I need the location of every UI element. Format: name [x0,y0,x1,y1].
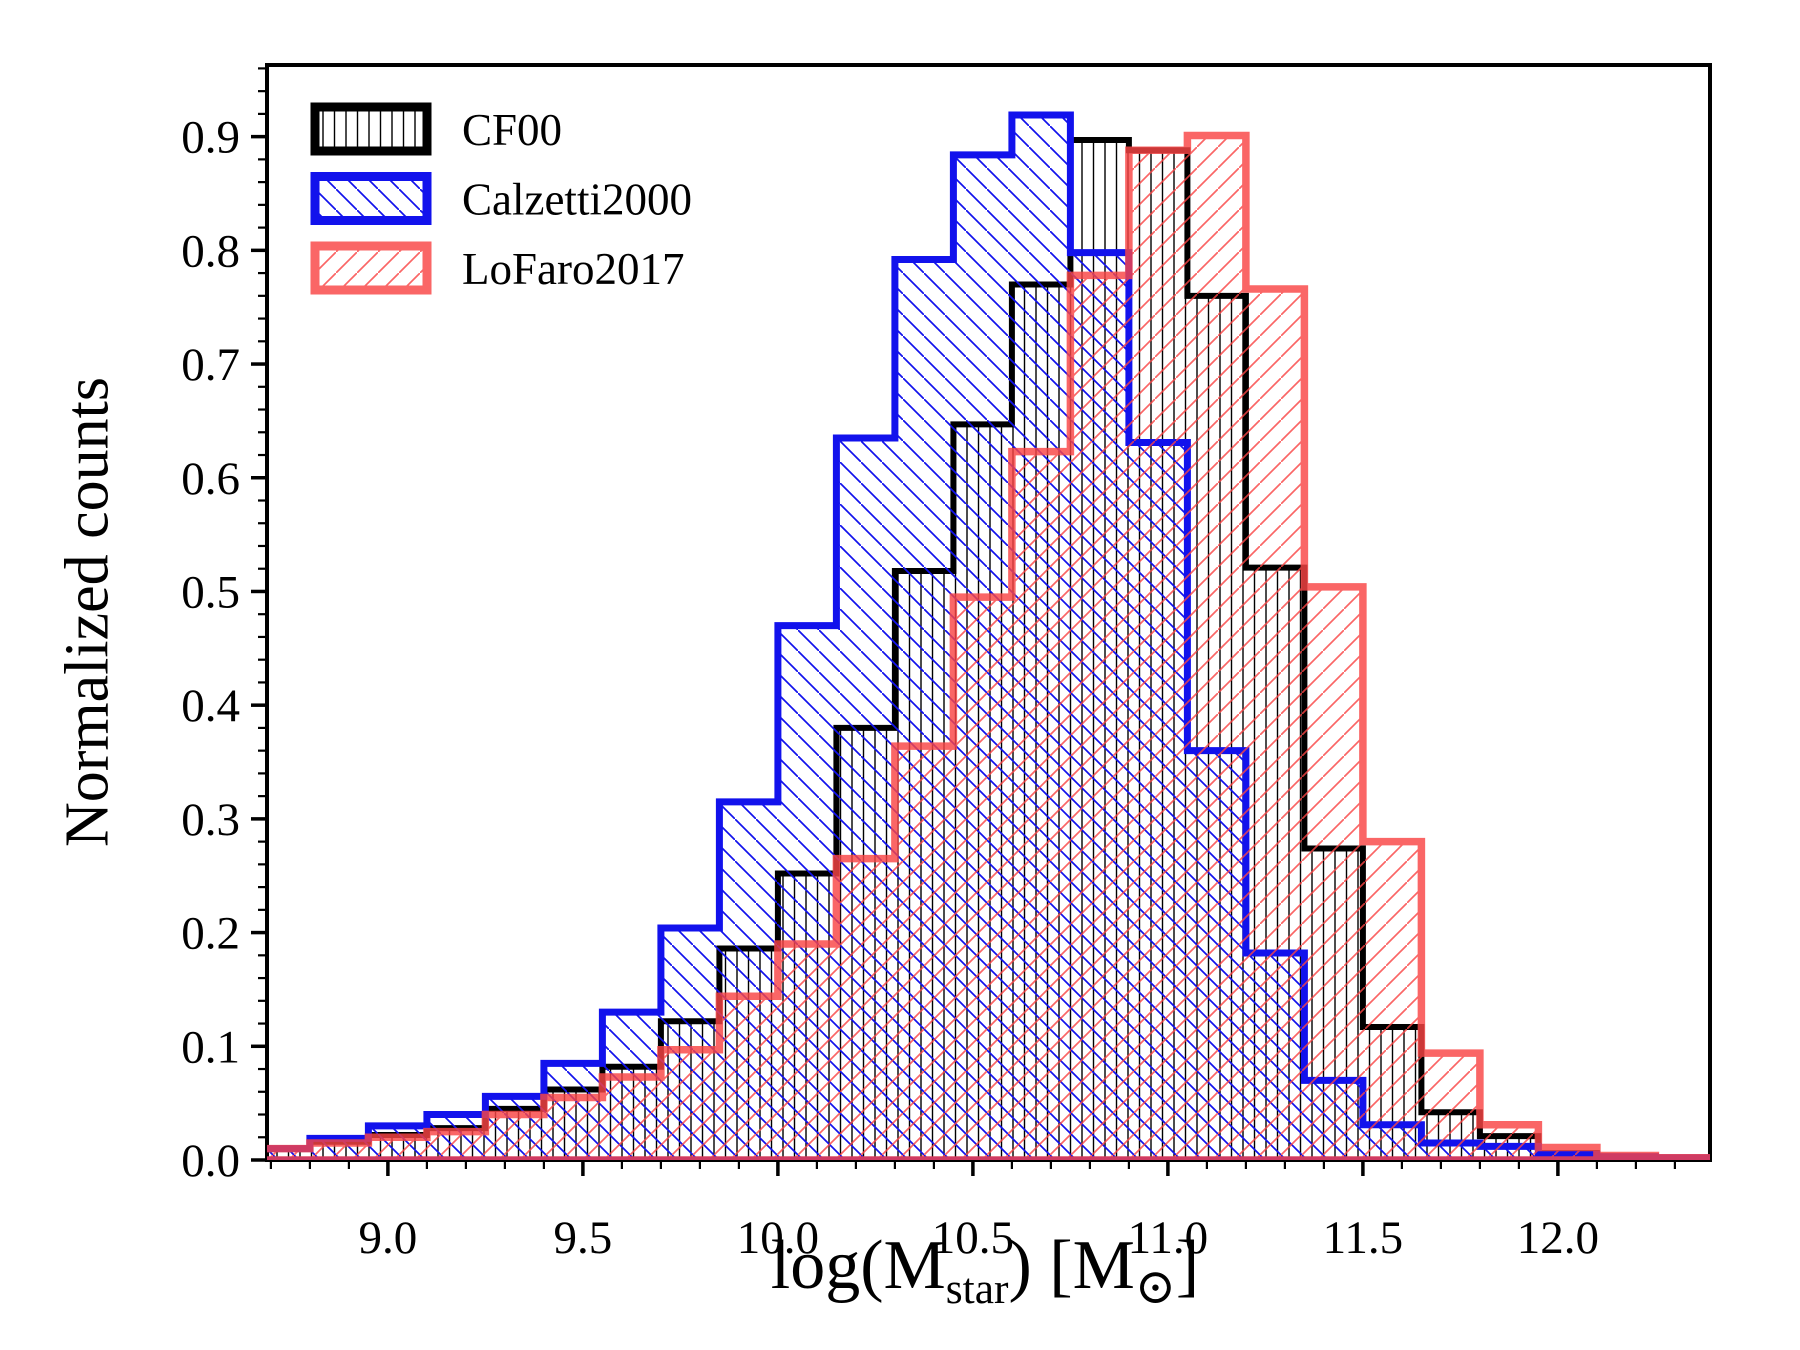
x-tick-label-12.0: 12.0 [1517,1212,1599,1264]
x-tick-label-9.0: 9.0 [359,1212,418,1264]
x-axis-title: log(Mstar) [M⊙] [770,1226,1200,1311]
y-tick-label-0.3: 0.3 [181,794,240,846]
x-tick-label-11.5: 11.5 [1323,1212,1404,1264]
y-tick-label-0.0: 0.0 [181,1135,240,1187]
x-tick-label-10.0: 10.0 [737,1212,819,1264]
legend-label-calzetti2000: Calzetti2000 [462,175,692,225]
x-axis-title-part: ] [1175,1227,1200,1304]
legend-item-calzetti2000: Calzetti2000 [310,172,692,225]
y-axis-title: Normalized counts [53,376,122,848]
y-tick-label-0.6: 0.6 [181,453,240,505]
y-tick-label-0.9: 0.9 [181,112,240,164]
legend-swatch-cf00 [310,102,432,156]
histogram-series-group [267,111,1710,1160]
y-tick-label-0.4: 0.4 [181,680,240,732]
series-lofaro2017-path [267,131,1710,1160]
axis-ticks [251,67,1677,1176]
x-axis-title-part: log(M [770,1227,946,1304]
legend-swatch-calzetti2000 [310,172,432,225]
legend-label-lofaro2017: LoFaro2017 [462,244,684,294]
legend-item-cf00: CF00 [310,102,562,156]
x-axis-title-part: ) [M [1008,1227,1135,1304]
y-tick-label-0.5: 0.5 [181,566,240,618]
x-axis-title-subscript-star: star [945,1265,1009,1313]
legend-label-cf00: CF00 [462,105,562,155]
y-tick-label-0.7: 0.7 [181,339,240,391]
legend-item-lofaro2017: LoFaro2017 [310,241,684,295]
x-tick-label-9.5: 9.5 [554,1212,613,1264]
legend-swatch-lofaro2017 [310,241,432,295]
legend: CF00 Calzetti2000 LoFaro2017 [310,102,692,295]
sun-symbol: ⊙ [1134,1259,1176,1314]
y-tick-label-0.2: 0.2 [181,908,240,960]
y-tick-label-0.1: 0.1 [181,1021,240,1073]
y-tick-label-0.8: 0.8 [181,225,240,277]
x-tick-label-10.5: 10.5 [932,1212,1014,1264]
tick-labels: 9.0 9.5 10.0 10.5 11.0 11.5 12.0 0.0 0.1 0.2 0.3 0.… [181,112,1599,1264]
x-tick-label-11.0: 11.0 [1128,1212,1209,1264]
